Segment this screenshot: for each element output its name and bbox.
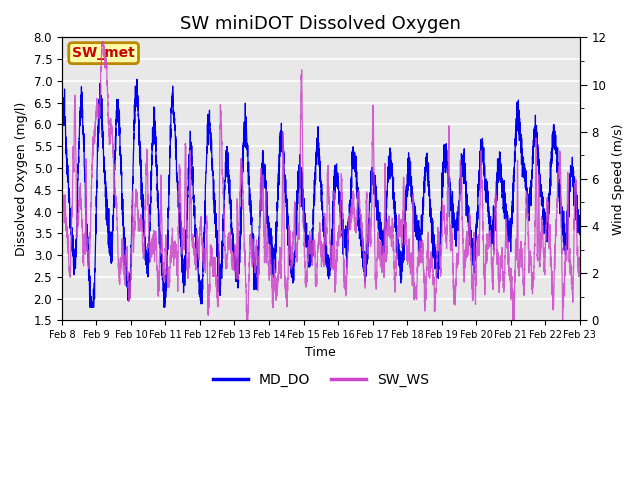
Y-axis label: Wind Speed (m/s): Wind Speed (m/s): [612, 123, 625, 235]
Title: SW miniDOT Dissolved Oxygen: SW miniDOT Dissolved Oxygen: [180, 15, 461, 33]
Y-axis label: Dissolved Oxygen (mg/l): Dissolved Oxygen (mg/l): [15, 102, 28, 256]
Legend: MD_DO, SW_WS: MD_DO, SW_WS: [207, 368, 435, 393]
X-axis label: Time: Time: [305, 346, 336, 359]
Text: SW_met: SW_met: [72, 46, 135, 60]
